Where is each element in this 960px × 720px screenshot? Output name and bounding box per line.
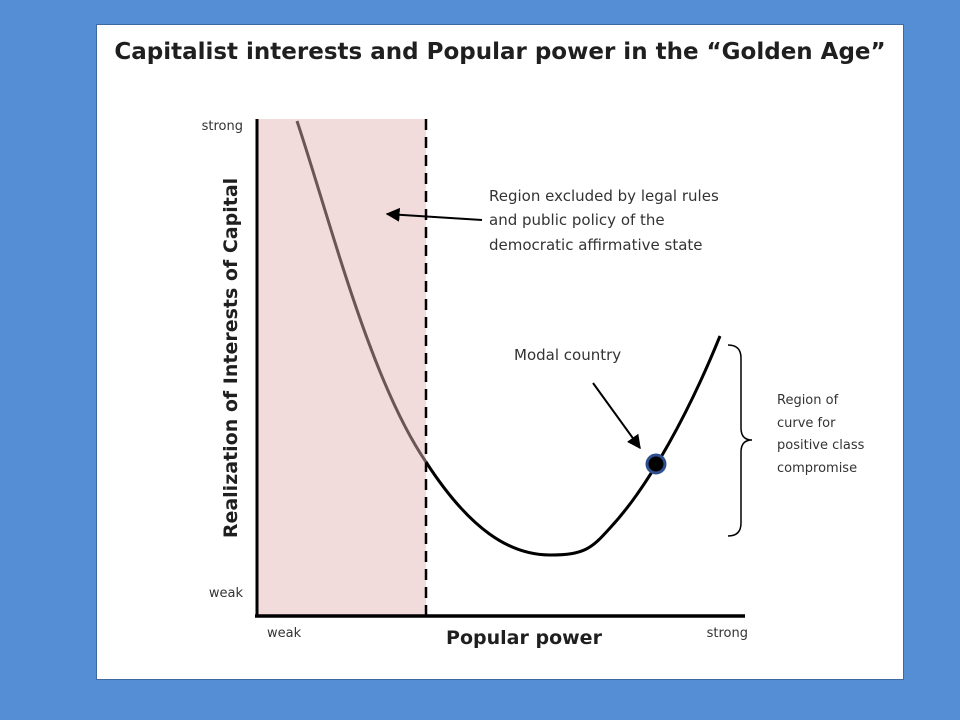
curve-feasible-segment bbox=[424, 335, 722, 557]
excluded-region-label: Region excluded by legal rules and publi… bbox=[489, 187, 724, 254]
x-axis-left-label: weak bbox=[267, 626, 302, 641]
excluded-region-arrow bbox=[385, 207, 483, 222]
x-axis-title: Popular power bbox=[446, 627, 603, 649]
slide-title: Capitalist interests and Popular power i… bbox=[114, 39, 886, 65]
excluded-region bbox=[257, 119, 426, 616]
compromise-label-line: curve for bbox=[777, 416, 836, 431]
y-axis-top-label: strong bbox=[202, 119, 243, 134]
compromise-label-line: Region of bbox=[777, 393, 839, 408]
curve-excluded-segment bbox=[295, 120, 428, 463]
compromise-brace bbox=[727, 344, 753, 537]
modal-country-arrow bbox=[592, 382, 641, 450]
compromise-label-line: positive class bbox=[777, 438, 865, 453]
excluded-region-label-line: and public policy of the bbox=[489, 211, 665, 229]
modal-country-label: Modal country bbox=[514, 346, 621, 364]
excluded-region-label-line: democratic affirmative state bbox=[489, 236, 703, 254]
compromise-label-line: compromise bbox=[777, 461, 857, 476]
y-axis-title: Realization of Interests of Capital bbox=[220, 178, 242, 538]
slide: Capitalist interests and Popular power i… bbox=[96, 24, 904, 680]
excluded-region-label-line: Region excluded by legal rules bbox=[489, 187, 719, 205]
y-axis-bottom-label: weak bbox=[209, 586, 244, 601]
compromise-region-label: Region of curve for positive class compr… bbox=[777, 393, 869, 476]
x-axis-right-label: strong bbox=[707, 626, 748, 641]
modal-country-point bbox=[645, 453, 667, 475]
